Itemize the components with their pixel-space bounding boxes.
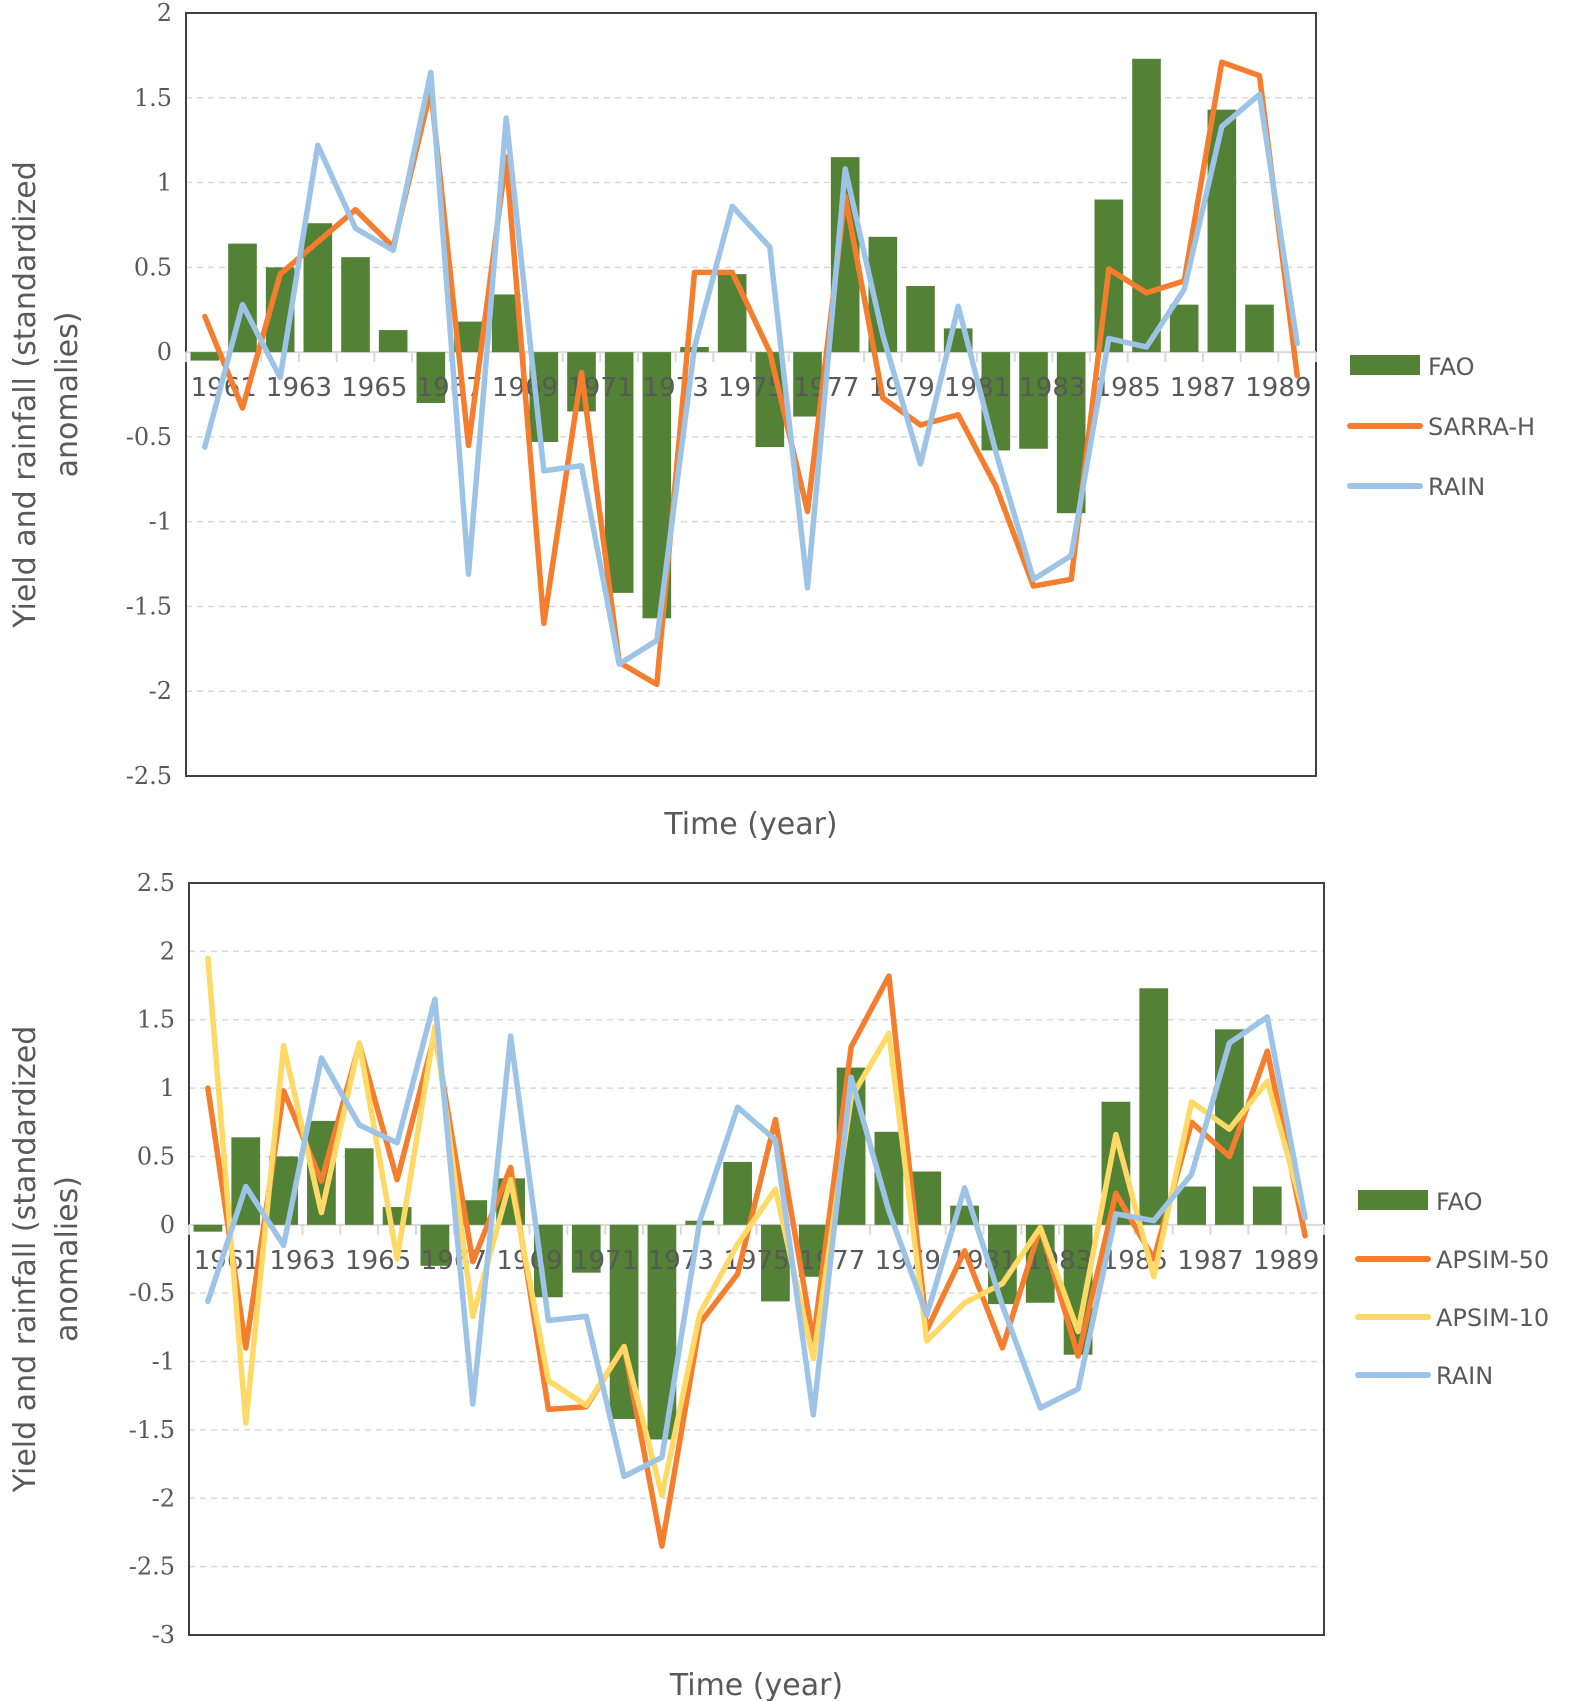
legend-item-rain: RAIN — [1355, 1362, 1493, 1390]
x-tick-label: 1989 — [1245, 373, 1311, 403]
y-tick-label: 1 — [160, 1074, 175, 1102]
bar-fao-1961 — [193, 1224, 223, 1232]
bar-fao-1980 — [906, 285, 935, 353]
y-tick-label: 2.5 — [137, 869, 175, 897]
legend-label: SARRA-H — [1428, 413, 1535, 441]
y-axis-title-line2: anomalies) — [50, 1176, 85, 1342]
legend-swatch-bar — [1358, 1190, 1428, 1210]
plot-area-border — [185, 12, 1317, 777]
plot-area-border — [188, 882, 1325, 1636]
bar-fao-1987 — [1177, 1186, 1206, 1225]
x-axis-title: Time (year) — [663, 807, 837, 840]
x-tick-label: 1963 — [266, 373, 332, 403]
bar-fao-1977 — [793, 352, 822, 417]
y-tick-label: -1.5 — [126, 592, 172, 620]
x-tick-label: 1965 — [341, 373, 407, 403]
y-tick-label: -2.5 — [126, 762, 172, 790]
y-tick-label: 1.5 — [137, 1006, 175, 1034]
legend: FAO SARRA-H RAIN — [1347, 353, 1535, 501]
y-tick-label: 0.5 — [134, 253, 172, 281]
bar-fao-1987 — [1169, 304, 1199, 353]
y-tick-label: 0.5 — [137, 1142, 175, 1170]
bar-fao-1975 — [717, 274, 747, 353]
bar-fao-1965 — [344, 1148, 374, 1225]
x-tick-label: 1989 — [1253, 1246, 1319, 1276]
legend-label: APSIM-10 — [1436, 1304, 1549, 1332]
bar-fao-1983 — [1019, 352, 1048, 449]
bar-fao-1967 — [416, 352, 446, 403]
x-tick-label: 1973 — [648, 1246, 714, 1276]
bar-fao-1989 — [1252, 1186, 1282, 1225]
legend-label: RAIN — [1428, 473, 1485, 501]
legend-item-fao: FAO — [1358, 1188, 1483, 1216]
y-axis-title: Yield and rainfall (standardized anomalie… — [8, 161, 85, 629]
x-axis-title: Time (year) — [669, 1668, 843, 1701]
line-rain — [202, 69, 1300, 667]
bar-fao-1989 — [1245, 304, 1274, 353]
legend-item-fao: FAO — [1350, 353, 1475, 381]
y-tick-label: 1.5 — [134, 84, 172, 112]
y-axis-title-line1: Yield and rainfall (standardized — [8, 161, 43, 629]
legend-item-sarra-h: SARRA-H — [1347, 413, 1535, 441]
x-tick-label: 1967 — [417, 373, 483, 403]
bar-fao-1965 — [341, 257, 370, 353]
y-tick-label: -1.5 — [129, 1416, 175, 1444]
y-tick-label: -0.5 — [126, 423, 172, 451]
legend-label: FAO — [1436, 1188, 1483, 1216]
x-tick-label: 1971 — [572, 1246, 638, 1276]
bar-fao-1971 — [571, 1224, 601, 1273]
y-axis-title-line1: Yield and rainfall (standardized — [8, 1026, 43, 1494]
legend-item-apsim-10: APSIM-10 — [1355, 1304, 1549, 1332]
y-tick-label: -1 — [152, 1348, 175, 1376]
bar-fao-1982 — [981, 352, 1011, 451]
line-apsim-10 — [205, 955, 1308, 1499]
x-tick-label: 1963 — [269, 1246, 335, 1276]
legend-item-rain: RAIN — [1347, 473, 1485, 501]
y-tick-label: 2 — [160, 937, 175, 965]
bar-fao-1986 — [1139, 988, 1169, 1225]
chart-bottom-panel: 2.5 2 1.5 1 0.5 0 -0.5 -1 -1.5 -2 -2.5 -3 1961 1963 19… — [0, 860, 1570, 1701]
y-tick-label: 0 — [160, 1211, 175, 1239]
y-tick-label: -3 — [152, 1621, 175, 1649]
y-tick-label: -2.5 — [129, 1553, 175, 1581]
y-tick-label: -0.5 — [129, 1279, 175, 1307]
y-axis-title: Yield and rainfall (standardized anomalie… — [8, 1026, 85, 1494]
legend-item-apsim-50: APSIM-50 — [1355, 1246, 1549, 1274]
x-tick-label: 1985 — [1095, 373, 1161, 403]
y-tick-label: -2 — [152, 1484, 175, 1512]
legend: FAO APSIM-50 APSIM-10 RAIN — [1355, 1188, 1549, 1390]
line-rain — [205, 996, 1308, 1480]
y-axis-title-line2: anomalies) — [50, 312, 85, 478]
bar-fao-1972 — [604, 352, 634, 593]
x-tick-label: 1975 — [718, 373, 784, 403]
bar-fao-1961 — [190, 352, 220, 361]
x-tick-label: 1983 — [1026, 1246, 1092, 1276]
bar-fao-1988 — [1207, 109, 1237, 353]
line-apsim-50 — [205, 973, 1308, 1549]
bar-fao-1975 — [723, 1161, 752, 1225]
y-tick-label: 0 — [157, 338, 172, 366]
x-tick-label: 1987 — [1177, 1246, 1243, 1276]
legend-label: FAO — [1428, 353, 1475, 381]
x-tick-label: 1983 — [1019, 373, 1085, 403]
line-sarra-h — [202, 59, 1300, 688]
x-tick-label: 1973 — [643, 373, 709, 403]
chart-top-panel: 2 1.5 1 0.5 0 -0.5 -1 -1.5 -2 -2.5 1961 1963 1965 196… — [0, 0, 1570, 840]
legend-label: APSIM-50 — [1436, 1246, 1549, 1274]
y-tick-label: -2 — [149, 677, 172, 705]
bar-fao-1967 — [420, 1224, 450, 1266]
legend-label: RAIN — [1436, 1362, 1493, 1390]
x-tick-label: 1965 — [345, 1246, 411, 1276]
y-tick-label: 1 — [157, 169, 172, 197]
bar-fao-1986 — [1132, 58, 1161, 353]
y-tick-label: 2 — [157, 0, 172, 27]
y-tick-label: -1 — [149, 508, 172, 536]
legend-swatch-bar — [1350, 355, 1420, 375]
x-tick-label: 1987 — [1170, 373, 1236, 403]
bar-fao-1966 — [378, 330, 408, 353]
